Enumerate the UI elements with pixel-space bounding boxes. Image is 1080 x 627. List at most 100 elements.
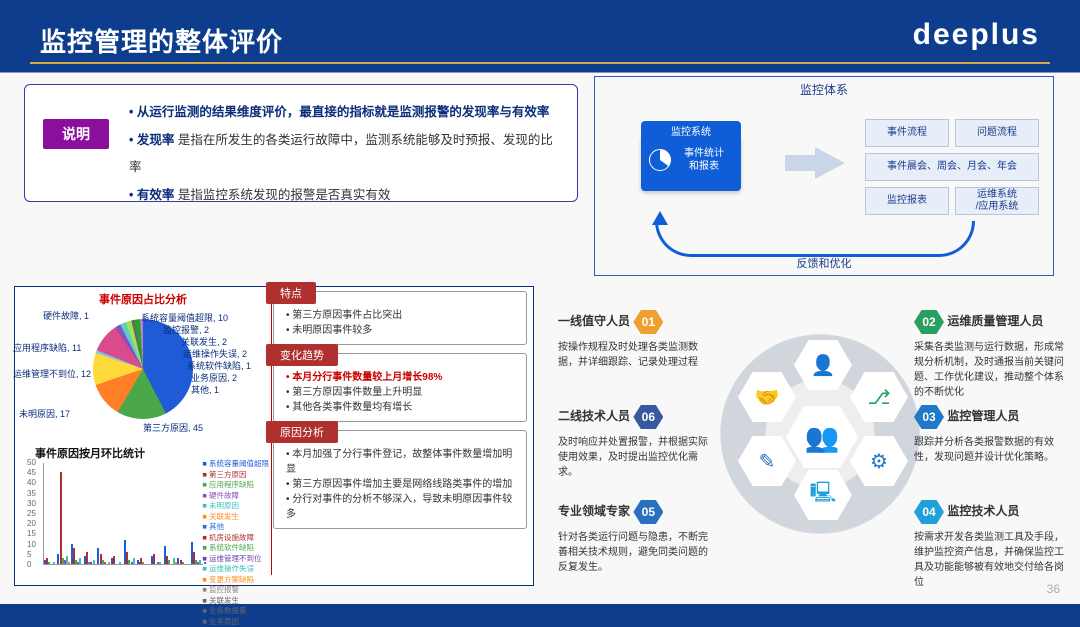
- pie-slice-label: 未明原因, 17: [19, 407, 70, 420]
- bar: [60, 472, 62, 564]
- y-tick: 50: [27, 458, 36, 467]
- note-item: 未明原因事件较多: [286, 321, 518, 336]
- note-item: 分行对事件的分析不够深入，导致未明原因事件较多: [286, 490, 518, 520]
- bar: [133, 558, 135, 564]
- legend-item: 应用程序缺陷: [202, 480, 269, 491]
- role-block: 04 监控技术人员按需求开发各类监测工具及手段，维护监控资产信息，并确保监控工具…: [914, 500, 1064, 588]
- bar: [119, 562, 121, 564]
- note-item: 第三方原因事件占比突出: [286, 306, 518, 321]
- hex-node: 👤: [794, 340, 852, 390]
- y-tick: 25: [27, 509, 36, 518]
- note-item: 本月分行事件数量较上月增长98%: [286, 368, 518, 383]
- note-head: 变化趋势: [266, 344, 338, 366]
- role-block: 一线值守人员 01按操作规程及时处理各类监测数据，并详细跟踪、记录处理过程: [558, 310, 708, 368]
- note-item: 本月加强了分行事件登记，故整体事件数量增加明显: [286, 445, 518, 475]
- explain-item: 有效率 是指监控系统发现的报警是否真实有效: [129, 182, 559, 210]
- bar: [199, 560, 201, 564]
- legend-item: 业务原因: [202, 617, 269, 627]
- page-title: 监控管理的整体评价: [40, 22, 283, 59]
- system-frame-title: 监控体系: [595, 77, 1053, 102]
- brand-logo: deeplus: [913, 18, 1040, 52]
- legend-item: 系统容量阈值超限: [202, 459, 269, 470]
- pie-slice-label: 第三方原因, 45: [143, 421, 203, 434]
- hex-node: 🤝: [738, 372, 796, 422]
- legend-item: 机房设施故障: [202, 533, 269, 544]
- note-item: 其他各类事件数量均有增长: [286, 398, 518, 413]
- bar-chart: 事件原因按月环比统计 05101520253035404550 系统容量阈值超限…: [23, 443, 269, 579]
- legend-item: 系统软件缺陷: [202, 543, 269, 554]
- role-block: 03 监控管理人员跟踪并分析各类报警数据的有效性，发现问题并设计优化策略。: [914, 405, 1064, 463]
- role-block: 02 运维质量管理人员采集各类监测与运行数据，形成常规分析机制，及时通报当前关键…: [914, 310, 1064, 398]
- y-tick: 5: [27, 550, 31, 559]
- y-tick: 40: [27, 478, 36, 487]
- hex-node: ⚙: [850, 436, 908, 486]
- y-tick: 20: [27, 519, 36, 528]
- note-head: 特点: [266, 282, 316, 304]
- title-underline: [30, 62, 1050, 64]
- bar: [93, 560, 95, 564]
- y-tick: 15: [27, 529, 36, 538]
- y-tick: 45: [27, 468, 36, 477]
- arrow-right-icon: [815, 147, 845, 179]
- y-tick: 0: [27, 560, 31, 569]
- legend-item: 其他: [202, 522, 269, 533]
- y-tick: 35: [27, 489, 36, 498]
- system-diagram: 监控体系 监控系统 事件统计 和报表 事件流程问题流程事件晨会、周会、月会、年会…: [594, 76, 1054, 276]
- system-cell: 运维系统 /应用系统: [955, 187, 1039, 215]
- system-cell: 监控报表: [865, 187, 949, 215]
- note-head: 原因分析: [266, 421, 338, 443]
- roles-infographic: 👥 👤⎇ ⚙🖳✎ 🤝 一线值守人员 01按操作规程及时处理各类监测数据，并详细跟踪、…: [552, 290, 1070, 590]
- bar: [53, 562, 55, 564]
- legend-item: 业务数据量: [202, 606, 269, 617]
- bar: [88, 562, 90, 564]
- bar: [79, 558, 81, 564]
- bar: [182, 562, 184, 564]
- legend-item: 未明原因: [202, 501, 269, 512]
- explanation-label: 说明: [43, 119, 109, 149]
- note-block: 变化趋势本月分行事件数量较上月增长98%第三方原因事件数量上升明显其他各类事件数…: [273, 353, 527, 422]
- hex-node: 🖳: [794, 470, 852, 520]
- pie-slice-label: 硬件故障, 1: [43, 309, 89, 322]
- explanation-box: 说明 从运行监测的结果维度评价，最直接的指标就是监测报警的发现率与有效率发现率 …: [24, 84, 578, 202]
- pie-icon: [649, 149, 671, 171]
- notes-column: 特点第三方原因事件占比突出未明原因事件较多变化趋势本月分行事件数量较上月增长98…: [273, 291, 527, 579]
- hex-center-icon: 👥: [786, 406, 858, 468]
- explain-item: 发现率 是指在所发生的各类运行故障中，监测系统能够及时预报、发现的比率: [129, 127, 559, 182]
- pie-slice-label: 其他, 1: [191, 383, 219, 396]
- note-block: 特点第三方原因事件占比突出未明原因事件较多: [273, 291, 527, 345]
- bar: [142, 562, 144, 564]
- system-cell: 事件晨会、周会、月会、年会: [865, 153, 1039, 181]
- feedback-label: 反馈和优化: [595, 255, 1053, 271]
- legend-item: 监控报警: [202, 585, 269, 596]
- feedback-arrow-icon: [655, 221, 975, 257]
- hex-node: ⎇: [850, 372, 908, 422]
- bar: [104, 562, 106, 564]
- note-item: 第三方原因事件增加主要是网络线路类事件的增加: [286, 475, 518, 490]
- hex-node: ✎: [738, 436, 796, 486]
- legend-item: 变更方案缺陷: [202, 575, 269, 586]
- system-cell: 问题流程: [955, 119, 1039, 147]
- legend-item: 第三方原因: [202, 470, 269, 481]
- pie-slice-label: 应用程序缺陷, 11: [13, 341, 81, 354]
- pie-chart: 事件原因占比分析 第三方原因, 45未明原因, 17运维管理不到位, 12应用程…: [23, 291, 263, 441]
- bar: [113, 556, 115, 564]
- role-block: 二线技术人员 06及时响应并处置报警，并根据实际使用效果，及时提出监控优化需求。: [558, 405, 708, 478]
- bar: [153, 554, 155, 564]
- legend-item: 关联发生: [202, 596, 269, 607]
- bar: [48, 562, 50, 564]
- pie-slice-label: 运维管理不到位, 12: [13, 367, 91, 380]
- note-item: 第三方原因事件数量上升明显: [286, 383, 518, 398]
- note-block: 原因分析本月加强了分行事件登记，故整体事件数量增加明显第三方原因事件增加主要是网…: [273, 430, 527, 529]
- page-number: 36: [1047, 582, 1060, 596]
- y-tick: 10: [27, 540, 36, 549]
- legend-item: 运维管理不到位: [202, 554, 269, 565]
- bar: [168, 560, 170, 564]
- bar: [159, 562, 161, 564]
- legend-item: 硬件故障: [202, 491, 269, 502]
- system-cell: 事件流程: [865, 119, 949, 147]
- legend-item: 关联发生: [202, 512, 269, 523]
- y-tick: 30: [27, 499, 36, 508]
- monitor-system-node: 监控系统 事件统计 和报表: [641, 135, 741, 191]
- role-block: 专业领域专家 05针对各类运行问题与隐患，不断完善相关技术规则，避免同类问题的反…: [558, 500, 708, 573]
- explain-item: 从运行监测的结果维度评价，最直接的指标就是监测报警的发现率与有效率: [129, 99, 559, 127]
